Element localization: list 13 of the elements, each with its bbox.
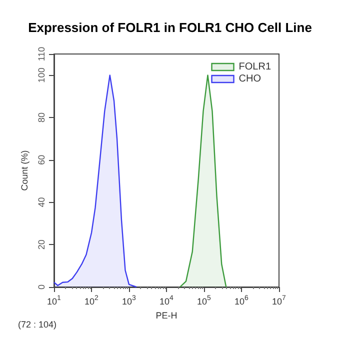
y-tick-label: 100 bbox=[36, 68, 46, 83]
y-tick-label: 80 bbox=[36, 112, 46, 123]
legend-label: CHO bbox=[238, 74, 262, 84]
x-axis-title: PE-H bbox=[156, 310, 178, 320]
legend-label: FOLR1 bbox=[238, 62, 272, 72]
chart-title: Expression of FOLR1 in FOLR1 CHO Cell Line bbox=[28, 20, 312, 35]
y-tick-label: 110 bbox=[36, 46, 46, 62]
y-axis-title: Count (%) bbox=[20, 150, 30, 191]
y-tick-label: 60 bbox=[36, 154, 46, 165]
y-tick-label: 20 bbox=[36, 240, 46, 250]
y-tick-label: 40 bbox=[36, 197, 46, 208]
y-tick-label: 0 bbox=[36, 284, 46, 290]
text: (72 : 104) bbox=[18, 320, 57, 330]
